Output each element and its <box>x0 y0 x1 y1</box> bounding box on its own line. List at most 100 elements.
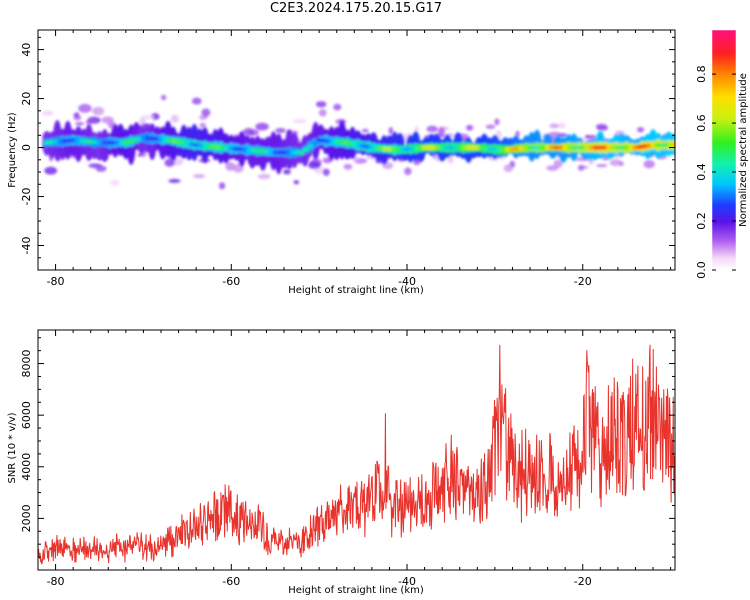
spectrogram-cell <box>43 140 50 145</box>
spectrogram-cell <box>548 131 561 137</box>
spectrogram-cell <box>329 139 336 144</box>
spectrogram-cell <box>241 147 248 152</box>
spectrogram-y-tick-label: -20 <box>20 188 33 206</box>
spectrogram-cell <box>201 108 211 117</box>
spectrogram-cell <box>557 145 564 150</box>
spectrogram-cell <box>343 163 353 170</box>
spectrogram-cell <box>609 159 622 167</box>
spectrogram-cell <box>320 138 327 143</box>
spectrogram-cell <box>584 134 591 139</box>
spectrogram-cell <box>218 182 226 190</box>
spectrogram-cell <box>168 178 181 183</box>
spectrogram-cell <box>75 122 85 126</box>
spectrogram-cell <box>452 145 459 150</box>
spectrogram-cell <box>592 145 599 150</box>
spectrogram-cell <box>61 138 68 144</box>
colorbar-tick-label: 0.2 <box>695 212 708 230</box>
spectrogram-cell <box>540 145 547 150</box>
spectrogram-cell <box>307 144 314 149</box>
spectrogram-cell <box>447 155 454 164</box>
snr-x-tick-label: -80 <box>47 575 65 588</box>
spectrogram-cell <box>505 147 512 152</box>
spectrogram-cell <box>153 136 160 142</box>
spectrogram-cell <box>513 146 520 151</box>
spectrogram-cell <box>548 145 555 150</box>
spectrogram-cell <box>333 139 340 145</box>
spectrogram-cell <box>272 150 279 155</box>
spectrogram-cell <box>570 145 577 150</box>
spectrogram-y-tick-label: 40 <box>20 43 33 57</box>
spectrogram-cell <box>518 146 525 151</box>
spectrogram-cell <box>628 145 635 150</box>
spectrogram-cell <box>302 147 309 152</box>
spectrogram-cell <box>259 149 266 154</box>
spectrogram-cell <box>636 126 645 133</box>
spectrogram-cell <box>283 169 291 175</box>
spectrogram-x-tick-label: -20 <box>574 275 592 288</box>
spectrogram-cell <box>601 156 610 161</box>
spectrogram-cell <box>292 119 307 124</box>
spectrogram-cell <box>443 145 450 150</box>
spectrogram-cell <box>461 145 468 150</box>
spectrogram-cell <box>654 142 661 148</box>
colorbar: 0.0 0.2 0.4 0.6 0.8 Normalized spectral ampl… <box>695 29 749 279</box>
spectrogram-cell <box>667 142 674 148</box>
spectrogram-cell <box>318 108 327 117</box>
spectrogram-cell <box>44 166 58 175</box>
spectrogram-cell <box>324 138 331 144</box>
spectrogram-cell <box>162 137 169 142</box>
spectrogram-cell <box>92 140 99 145</box>
spectrogram-cell <box>414 126 419 132</box>
spectrogram-cell <box>353 156 358 163</box>
spectrogram-cell <box>469 145 476 150</box>
spectrogram-cell <box>373 145 380 151</box>
spectrogram-cell <box>395 147 402 153</box>
spectrogram-cell <box>428 128 435 132</box>
spectrogram-cell <box>494 118 500 126</box>
spectrogram-cell <box>118 140 125 145</box>
spectrogram-cell <box>544 145 551 150</box>
spectrogram-cell <box>562 145 569 150</box>
spectrogram-cell <box>257 173 271 180</box>
spectrogram-cell <box>672 142 675 148</box>
spectrogram-cell <box>316 138 323 143</box>
spectrogram-x-tick-label: -60 <box>222 275 240 288</box>
spectrogram-cell <box>614 145 621 150</box>
spectrogram-y-axis-label: Frequency (Hz) <box>7 112 18 188</box>
spectrogram-frame <box>37 29 676 271</box>
spectrogram-cell <box>447 145 454 150</box>
spectrogram-cell <box>114 140 121 145</box>
spectrogram-cell <box>549 123 560 129</box>
spectrogram-cell <box>192 174 206 179</box>
spectrogram-cell <box>456 145 463 150</box>
spectrogram-cell <box>191 97 202 105</box>
snr-frame <box>37 329 676 571</box>
spectrogram-cell <box>577 164 585 171</box>
spectrogram-cell <box>558 122 566 129</box>
spectrogram-cell <box>404 167 412 176</box>
spectrogram-cell <box>483 146 490 151</box>
spectrogram-cell <box>199 122 206 129</box>
spectrogram-cell <box>377 146 384 151</box>
spectrogram-cell <box>412 146 419 151</box>
spectrogram-y-tick-label: 20 <box>20 92 33 106</box>
spectrogram-cell <box>219 145 226 150</box>
spectrogram-cell <box>144 135 151 141</box>
spectrogram-cell <box>522 145 529 151</box>
spectrogram-cell <box>275 128 286 134</box>
snr-y-tick-label: 4000 <box>20 453 33 481</box>
spectrogram-cell <box>100 140 107 145</box>
spectrogram-cell <box>566 145 573 150</box>
spectrogram-cell <box>417 145 424 151</box>
snr-y-tick-label: 2000 <box>20 504 33 532</box>
spectrogram-cell <box>430 145 437 150</box>
spectrogram-cell <box>285 150 292 155</box>
spectrogram-cell <box>242 128 255 136</box>
spectrogram-cell <box>601 145 608 150</box>
spectrogram-cell <box>643 160 655 169</box>
spectrogram-cell <box>595 123 608 130</box>
spectrogram-panel: -80 -60 -40 -20 40 20 0 -20 -40 Height of strai… <box>7 29 676 296</box>
spectrogram-cell <box>439 145 446 150</box>
spectrogram-cell <box>487 146 494 151</box>
